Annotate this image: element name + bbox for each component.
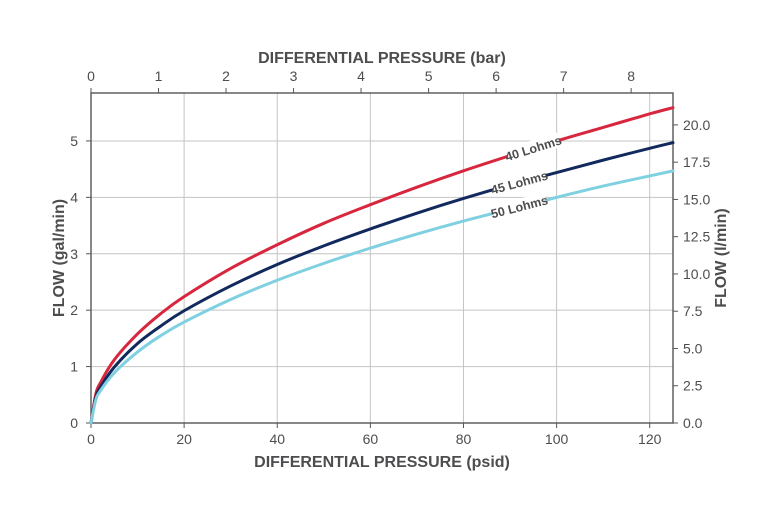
y-tick-label: 3: [70, 246, 78, 262]
y-tick-label: 1: [70, 359, 78, 375]
y2-tick-label: 20.0: [683, 117, 710, 133]
y2-tick-label: 15.0: [683, 191, 710, 207]
y-tick-label: 2: [70, 302, 78, 318]
curve-label-bg: [491, 167, 548, 197]
x2-tick-label: 8: [627, 68, 635, 84]
y2-tick-label: 12.5: [683, 229, 710, 245]
x2-tick-label: 3: [290, 68, 298, 84]
x2-axis-title: DIFFERENTIAL PRESSURE (bar): [258, 50, 506, 67]
curve-label-45-lohms: 45 Lohms: [490, 169, 550, 198]
y-axis-title: FLOW (gal/min): [51, 199, 68, 317]
curve-label-bg: [505, 132, 562, 164]
x2-tick-label: 5: [425, 68, 433, 84]
y2-tick-label: 5.0: [683, 340, 703, 356]
x-tick-label: 100: [545, 431, 569, 447]
y2-tick-label: 7.5: [683, 303, 703, 319]
curve-label-group-45-lohms: 45 Lohms: [490, 167, 550, 198]
curve-50-lohms: [89, 169, 675, 425]
grid: [91, 93, 673, 423]
curve-label-group-40-lohms: 40 Lohms: [504, 132, 564, 164]
curve-45-lohms: [89, 141, 675, 425]
curves: [89, 106, 675, 425]
y2-tick-label: 17.5: [683, 154, 710, 170]
x-tick-label: 0: [87, 431, 95, 447]
ticks: 0 20 40 60 80 100 120 0 1 2 3 4 5 0 1 2 3 4 5 6 7 8 0.0 2.5 5.0 7…: [70, 68, 710, 447]
x-tick-label: 80: [456, 431, 472, 447]
plot-frame: [90, 92, 674, 424]
y-tick-label: 5: [70, 133, 78, 149]
x2-tick-label: 0: [87, 68, 95, 84]
x-tick-label: 120: [638, 431, 662, 447]
x2-tick-label: 6: [492, 68, 500, 84]
y2-tick-label: 10.0: [683, 266, 710, 282]
x2-tick-label: 2: [222, 68, 230, 84]
x2-tick-label: 7: [560, 68, 568, 84]
x-tick-label: 40: [269, 431, 285, 447]
y2-axis-title: FLOW (l/min): [713, 208, 730, 308]
x2-tick-label: 1: [155, 68, 163, 84]
y2-tick-label: 2.5: [683, 378, 703, 394]
y2-tick-label: 0.0: [683, 415, 703, 431]
x2-tick-label: 4: [357, 68, 365, 84]
x-tick-label: 60: [363, 431, 379, 447]
curve-label-bg: [491, 192, 548, 221]
y-tick-label: 4: [70, 189, 78, 205]
curve-label-40-lohms: 40 Lohms: [504, 133, 564, 164]
curve-40-lohms: [89, 106, 675, 425]
y-tick-label: 0: [70, 415, 78, 431]
curve-label-group-50-lohms: 50 Lohms: [490, 192, 550, 221]
x-axis-title: DIFFERENTIAL PRESSURE (psid): [254, 454, 510, 471]
x-tick-label: 20: [176, 431, 192, 447]
